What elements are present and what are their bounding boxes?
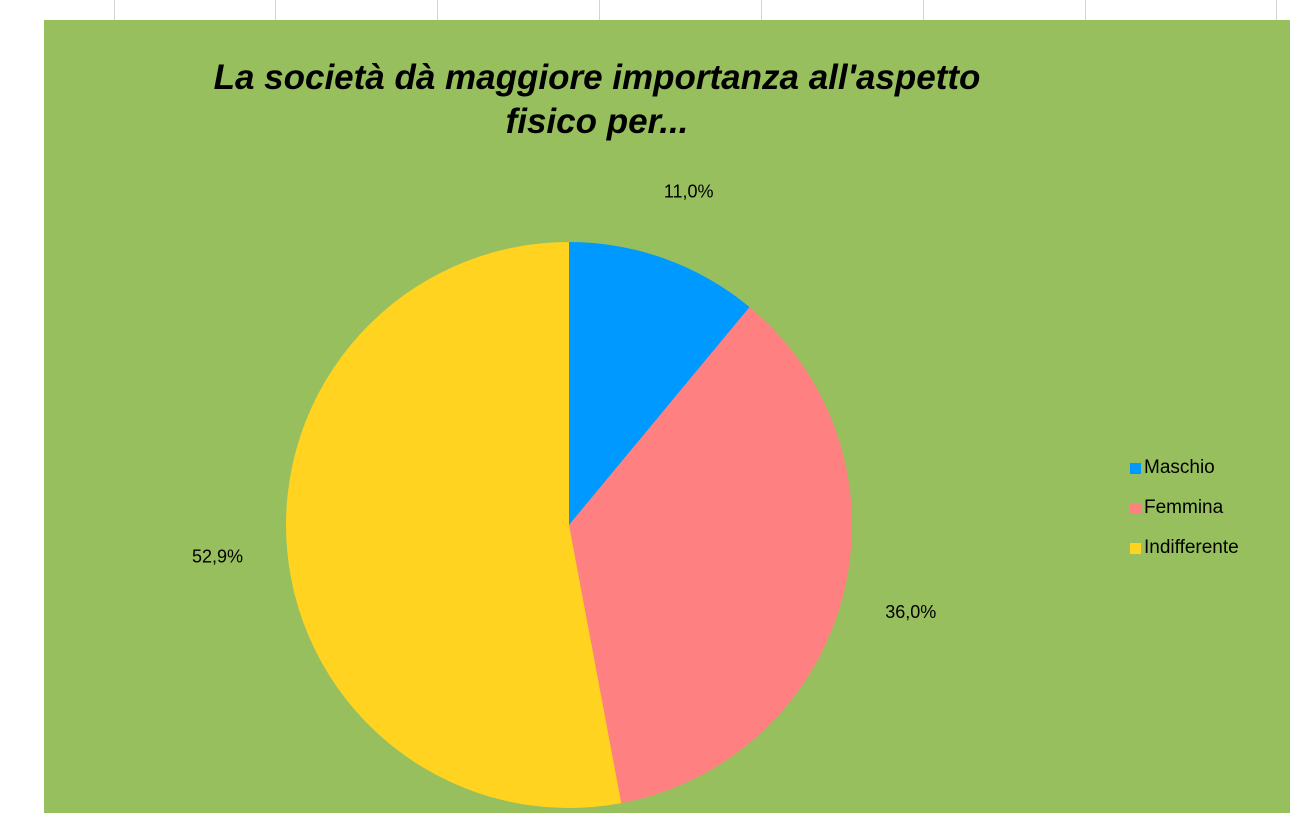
legend-item-femmina[interactable]: Femmina [1130,488,1239,528]
pie-chart: 11,0% 36,0% 52,9% [192,182,936,808]
chart-title-line-1: La società dà maggiore importanza all'as… [213,58,981,97]
column-gridline [437,0,438,20]
legend-label-indifferente: Indifferente [1144,537,1239,558]
legend-label-femmina: Femmina [1144,497,1224,518]
legend-item-maschio[interactable]: Maschio [1130,448,1239,488]
pie-slice-indifferente[interactable] [285,242,622,808]
column-gridline [599,0,600,20]
data-label-indifferente: 52,9% [192,546,243,566]
legend-swatch-maschio [1130,462,1141,474]
pie-slice-maschio[interactable] [569,242,750,525]
chart-title-line-2: fisico per... [505,102,689,141]
chart-area[interactable]: La società dà maggiore importanza all'as… [44,20,1290,813]
chart-title: La società dà maggiore importanza all'as… [44,56,1150,144]
column-gridline [1085,0,1086,20]
legend-item-indifferente[interactable]: Indifferente [1130,528,1239,568]
column-gridline [923,0,924,20]
column-gridline [275,0,276,20]
data-label-maschio: 11,0% [664,182,714,202]
legend-label-maschio: Maschio [1144,457,1215,478]
pie-slice-femmina[interactable] [569,307,853,804]
legend-swatch-femmina [1130,502,1141,514]
legend-swatch-indifferente [1130,542,1141,554]
chart-legend[interactable]: Maschio Femmina Indifferente [1130,448,1239,568]
column-gridline [114,0,115,20]
column-gridline [1276,0,1277,20]
column-gridline [761,0,762,20]
data-label-femmina: 36,0% [885,602,936,622]
